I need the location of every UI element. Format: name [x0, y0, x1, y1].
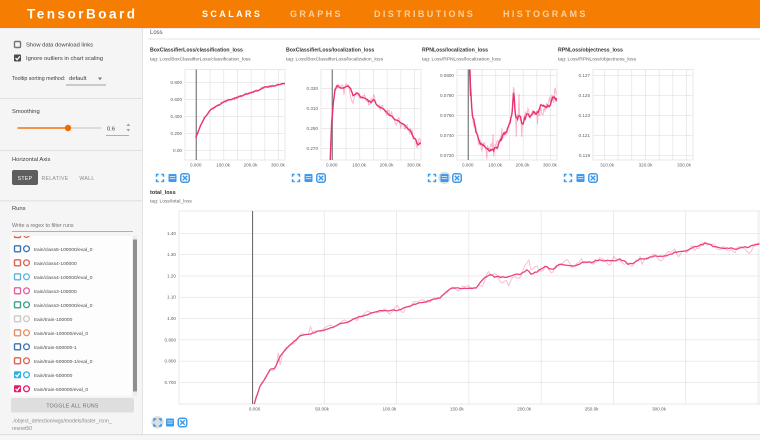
svg-text:0.600: 0.600 [171, 97, 183, 102]
svg-text:0.400: 0.400 [171, 114, 183, 119]
svg-text:TOGGLE ALL RUNS: TOGGLE ALL RUNS [46, 404, 99, 410]
svg-text:1.20: 1.20 [167, 273, 176, 278]
svg-text:100.0k: 100.0k [383, 407, 397, 412]
svg-text:DISTRIBUTIONS: DISTRIBUTIONS [374, 9, 475, 19]
svg-text:50.00k: 50.00k [315, 407, 329, 412]
svg-text:0.330: 0.330 [307, 86, 319, 91]
svg-text:BoxClassifierLoss/classificati: BoxClassifierLoss/classification_loss [150, 48, 243, 54]
svg-text:1.10: 1.10 [167, 295, 176, 300]
svg-text:200.0k: 200.0k [244, 163, 258, 168]
svg-text:train/train-500000-1/eval_0: train/train-500000-1/eval_0 [34, 359, 93, 365]
svg-text:300.0k: 300.0k [543, 163, 557, 168]
svg-text:GRAPHS: GRAPHS [290, 9, 343, 19]
svg-text:200.0k: 200.0k [380, 163, 394, 168]
svg-text:0.0720: 0.0720 [440, 153, 454, 158]
svg-text:0.123: 0.123 [579, 113, 591, 118]
svg-text:train/class5-100000/eval_0: train/class5-100000/eval_0 [34, 247, 93, 253]
svg-text:./object_detection/wgs/models/: ./object_detection/wgs/models/faster_rcn… [12, 419, 112, 425]
svg-text:200.0k: 200.0k [516, 163, 530, 168]
svg-text:0.310: 0.310 [307, 106, 319, 111]
svg-text:train/train-100000: train/train-100000 [34, 317, 73, 323]
svg-text:RPNLoss/objectness_loss: RPNLoss/objectness_loss [558, 48, 623, 54]
svg-text:0.000: 0.000 [326, 163, 338, 168]
svg-text:0.700: 0.700 [165, 380, 177, 385]
svg-text:300.0k: 300.0k [652, 407, 666, 412]
svg-text:0.0800: 0.0800 [440, 73, 454, 78]
svg-text:0.127: 0.127 [579, 73, 591, 78]
svg-text:1.40: 1.40 [167, 231, 176, 236]
svg-text:300.0k: 300.0k [407, 163, 421, 168]
svg-text:100.0k: 100.0k [488, 163, 502, 168]
svg-text:Write a regex to filter runs: Write a regex to filter runs [12, 223, 74, 229]
svg-text:100.0k: 100.0k [352, 163, 366, 168]
svg-text:0.800: 0.800 [165, 359, 177, 364]
svg-text:0.119: 0.119 [579, 153, 591, 158]
svg-text:train/train-100000/eval_0: train/train-100000/eval_0 [34, 331, 88, 337]
svg-text:0.800: 0.800 [171, 80, 183, 85]
svg-text:Runs: Runs [12, 206, 26, 212]
svg-text:tag: Loss/RPNLoss/objectness_l: tag: Loss/RPNLoss/objectness_loss [558, 57, 637, 63]
svg-text:total_loss: total_loss [150, 190, 176, 196]
svg-text:1.00: 1.00 [167, 316, 176, 321]
svg-text:0.00: 0.00 [173, 148, 182, 153]
svg-text:0.6: 0.6 [107, 127, 115, 133]
svg-text:0.121: 0.121 [579, 133, 591, 138]
svg-text:250.0k: 250.0k [585, 407, 599, 412]
svg-text:BoxClassifierLoss/localization: BoxClassifierLoss/localization_loss [286, 48, 374, 54]
svg-text:Smoothing: Smoothing [12, 109, 40, 115]
svg-text:tag: Loss/RPNLoss/localization: tag: Loss/RPNLoss/localization_loss [422, 57, 501, 63]
svg-text:resnet50: resnet50 [12, 426, 32, 432]
svg-text:HISTOGRAMS: HISTOGRAMS [503, 9, 588, 19]
svg-text:200.0k: 200.0k [517, 407, 531, 412]
svg-text:0.0780: 0.0780 [440, 93, 454, 98]
svg-text:Loss: Loss [150, 30, 163, 36]
svg-text:300.0k: 300.0k [271, 163, 285, 168]
svg-text:RPNLoss/localization_loss: RPNLoss/localization_loss [422, 48, 488, 54]
svg-text:0.270: 0.270 [307, 146, 319, 151]
svg-text:320.0k: 320.0k [639, 163, 653, 168]
svg-text:tag: Loss/BoxClassifierLoss/cl: tag: Loss/BoxClassifierLoss/classificati… [150, 57, 251, 63]
svg-text:Tooltip sorting method:: Tooltip sorting method: [12, 76, 65, 82]
svg-text:330.0k: 330.0k [677, 163, 691, 168]
svg-text:0.0740: 0.0740 [440, 133, 454, 138]
svg-text:train/class3-100000: train/class3-100000 [34, 289, 77, 295]
svg-text:RELATIVE: RELATIVE [41, 176, 68, 182]
svg-text:train/train-500000-1: train/train-500000-1 [34, 345, 77, 351]
svg-text:0.125: 0.125 [579, 93, 591, 98]
svg-text:310.0k: 310.0k [600, 163, 614, 168]
svg-text:STEP: STEP [18, 176, 33, 182]
svg-text:0.000: 0.000 [249, 407, 261, 412]
svg-text:train/class4-100000/eval_0: train/class4-100000/eval_0 [34, 275, 93, 281]
svg-text:tag: Loss/BoxClassifierLoss/lo: tag: Loss/BoxClassifierLoss/localization… [286, 57, 384, 63]
svg-text:WALL: WALL [79, 176, 94, 182]
svg-text:0.000: 0.000 [462, 163, 474, 168]
svg-text:tag: Loss/total_loss: tag: Loss/total_loss [150, 199, 192, 205]
svg-text:TensorBoard: TensorBoard [27, 7, 138, 22]
svg-text:Horizontal Axis: Horizontal Axis [12, 157, 50, 163]
svg-text:0.0760: 0.0760 [440, 113, 454, 118]
svg-text:0.000: 0.000 [190, 163, 202, 168]
svg-text:0.900: 0.900 [165, 337, 177, 342]
svg-text:train/train-500000: train/train-500000 [34, 373, 73, 379]
svg-text:150.0k: 150.0k [450, 407, 464, 412]
svg-text:train/class4-100000: train/class4-100000 [34, 261, 77, 267]
svg-text:100.0k: 100.0k [216, 163, 230, 168]
svg-text:Show data download links: Show data download links [26, 43, 93, 49]
svg-text:train/train-500000/eval_0: train/train-500000/eval_0 [34, 387, 88, 393]
svg-text:Ignore outliers in chart scali: Ignore outliers in chart scaling [26, 56, 103, 62]
svg-text:default: default [69, 76, 87, 82]
svg-text:SCALARS: SCALARS [202, 9, 262, 19]
svg-text:0.290: 0.290 [307, 126, 319, 131]
svg-text:train/class3-100000/eval_0: train/class3-100000/eval_0 [34, 303, 93, 309]
svg-text:0.200: 0.200 [171, 131, 183, 136]
svg-text:1.30: 1.30 [167, 252, 176, 257]
